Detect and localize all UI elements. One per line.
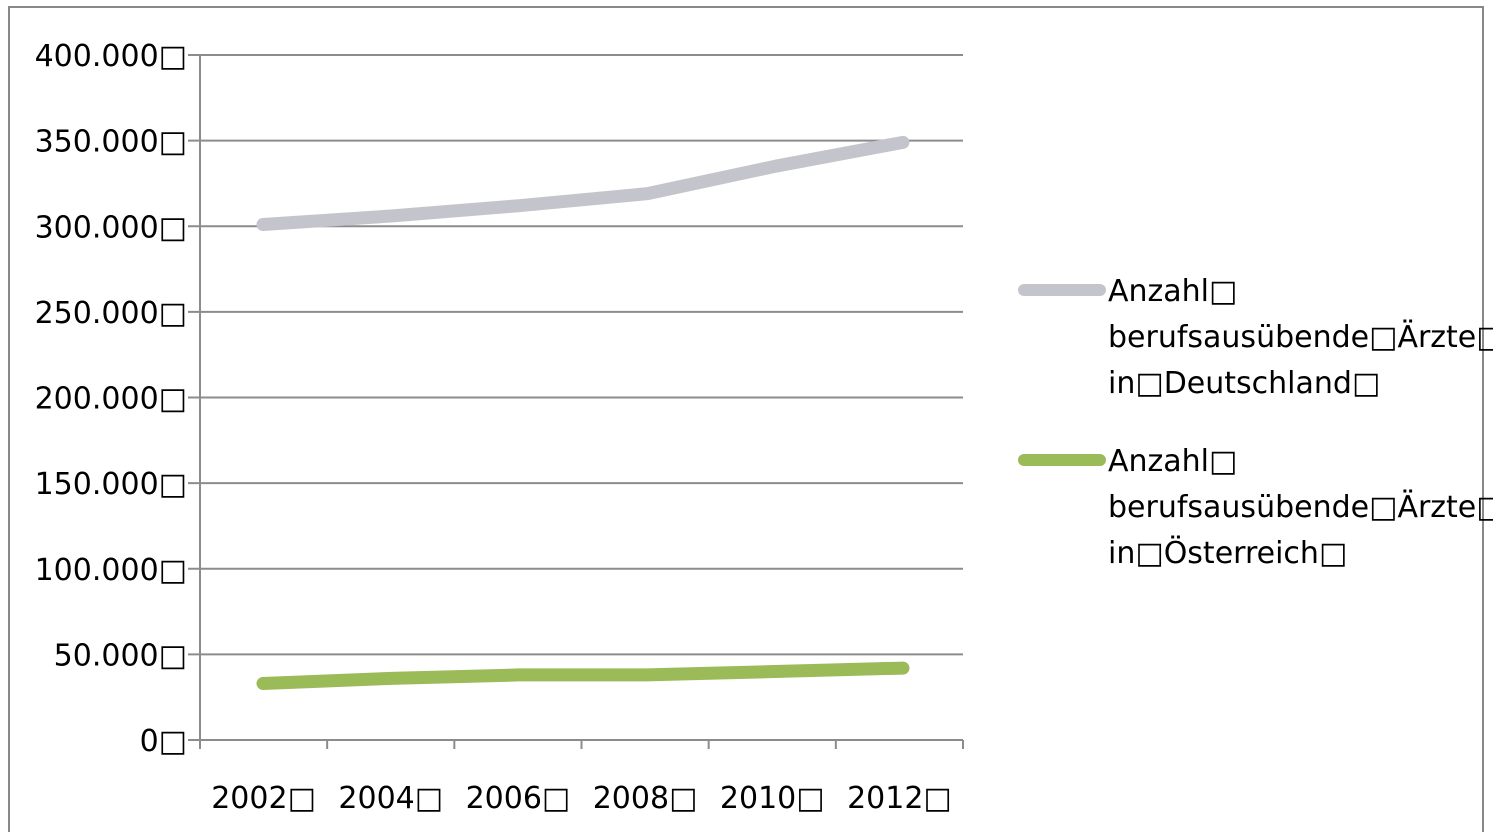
legend-label: berufsausübende□Ärzte□ — [1108, 489, 1493, 525]
y-tick-label: 100.000□ — [35, 553, 187, 588]
x-tick-labels: 2002□ 2004□ 2006□ 2008□ 2010□ 2012□ — [211, 781, 952, 816]
x-tick-label: 2002□ — [211, 781, 316, 816]
legend: Anzahl□ berufsausübende□Ärzte□ in□Deutschl… — [1018, 274, 1493, 571]
y-tick-labels: 0□ 50.000□ 100.000□ 150.000□ 200.000□ 250.000… — [35, 39, 187, 759]
series-line — [256, 135, 910, 232]
chart-frame — [8, 6, 1484, 832]
legend-label: Anzahl□ — [1108, 274, 1237, 309]
y-tick-label: 200.000□ — [35, 382, 187, 417]
y-tick-label: 50.000□ — [54, 638, 187, 673]
y-tick-label: 250.000□ — [35, 296, 187, 331]
y-tick-label: 300.000□ — [35, 210, 187, 245]
legend-label: in□Deutschland□ — [1108, 366, 1380, 401]
y-tick-label: 400.000□ — [35, 39, 187, 74]
x-tick-label: 2004□ — [338, 781, 443, 816]
x-tick-label: 2006□ — [466, 781, 571, 816]
y-tick-label: 0□ — [140, 724, 187, 759]
legend-label: Anzahl□ — [1108, 444, 1237, 479]
y-tick-label: 150.000□ — [35, 467, 187, 502]
x-tick-label: 2012□ — [847, 781, 952, 816]
legend-label: berufsausübende□Ärzte□ — [1108, 319, 1493, 355]
series-line — [256, 661, 910, 690]
x-tick-label: 2010□ — [720, 781, 825, 816]
y-tick-label: 350.000□ — [35, 125, 187, 160]
legend-label: in□Österreich□ — [1108, 535, 1347, 571]
x-tick-label: 2008□ — [593, 781, 698, 816]
series-lines — [256, 135, 910, 690]
axes — [199, 55, 964, 749]
